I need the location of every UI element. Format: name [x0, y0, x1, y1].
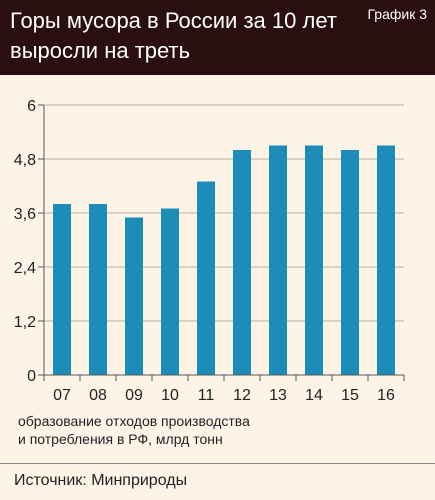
x-tick-label: 15	[341, 387, 359, 404]
chart-header: Горы мусора в России за 10 лет выросли н…	[0, 0, 435, 75]
x-tick-label: 08	[89, 387, 107, 404]
x-tick-label: 09	[125, 387, 143, 404]
bar	[197, 181, 215, 375]
y-tick-label: 2,4	[14, 260, 36, 277]
chart-title-line-1: Горы мусора в России за 10 лет	[10, 8, 337, 33]
x-tick-label: 12	[233, 387, 251, 404]
divider	[0, 463, 435, 464]
bar	[305, 145, 323, 375]
bar	[125, 217, 143, 375]
bar	[161, 208, 179, 375]
bar	[233, 150, 251, 375]
bar	[377, 145, 395, 375]
y-tick-label: 4,8	[14, 152, 36, 169]
y-tick-label: 3,6	[14, 206, 36, 223]
bar	[89, 204, 107, 375]
x-tick-label: 10	[161, 387, 179, 404]
bar	[269, 145, 287, 375]
chart-note: образование отходов производства и потре…	[18, 412, 418, 448]
x-tick-label: 16	[377, 387, 395, 404]
chart-note-line-2: и потребления в РФ, млрд тонн	[18, 431, 223, 447]
y-tick-label: 0	[27, 368, 36, 385]
chart-number-tag: График 3	[367, 6, 427, 22]
chart-title: Горы мусора в России за 10 лет выросли н…	[10, 6, 340, 66]
bar	[53, 204, 71, 375]
chart-note-line-1: образование отходов производства	[18, 413, 250, 429]
y-tick-label: 1,2	[14, 314, 36, 331]
bar	[341, 150, 359, 375]
x-tick-label: 14	[305, 387, 323, 404]
x-tick-label: 07	[53, 387, 71, 404]
x-tick-label: 13	[269, 387, 287, 404]
chart-title-line-2: выросли на треть	[10, 38, 191, 63]
bars	[53, 145, 395, 375]
source-note: Источник: Минприроды	[14, 472, 188, 489]
x-tick-label: 11	[198, 387, 215, 404]
axes	[43, 105, 405, 381]
y-tick-label: 6	[27, 98, 36, 115]
tick-labels: 0 1,2 2,4 3,6 4,8 6 07 08 09 10 11 12 13 14 15 16	[14, 98, 395, 404]
bar-chart: 0 1,2 2,4 3,6 4,8 6 07 08 09 10 11 12 13 14 15 16	[14, 98, 405, 404]
